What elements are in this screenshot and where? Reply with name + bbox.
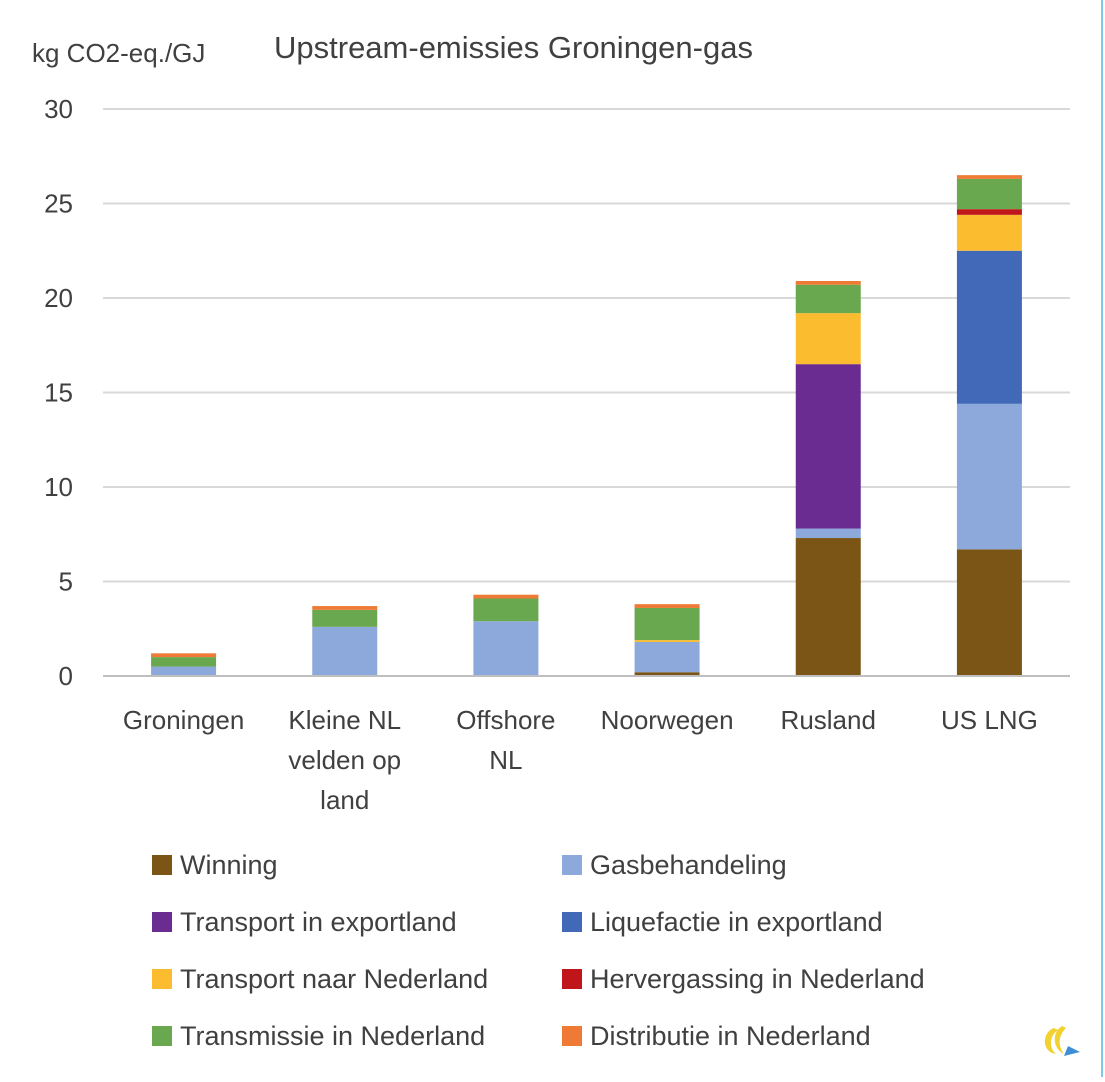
bar-segment xyxy=(473,598,539,622)
x-category-label: Noorwegen xyxy=(601,705,734,735)
bar-segment xyxy=(634,604,700,608)
bar-segment xyxy=(151,657,217,667)
x-category-label: Groningen xyxy=(123,705,244,735)
legend-swatch xyxy=(562,912,582,932)
legend-item: Transport naar Nederland xyxy=(152,964,488,994)
legend-swatch xyxy=(562,969,582,989)
legend-label: Gasbehandeling xyxy=(590,850,787,880)
legend-item: Liquefactie in exportland xyxy=(562,907,883,937)
bar-segment xyxy=(312,626,378,676)
bar-segment xyxy=(634,641,700,673)
x-category-label: US LNG xyxy=(941,705,1038,735)
gridlines xyxy=(103,108,1070,583)
bar-segment xyxy=(634,607,700,641)
legend-item: Transport in exportland xyxy=(152,907,457,937)
legend-label: Transport in exportland xyxy=(180,907,457,937)
legend-label: Transport naar Nederland xyxy=(180,964,488,994)
legend-item: Transmissie in Nederland xyxy=(152,1021,485,1051)
x-category-label: Kleine NL velden op land xyxy=(288,705,401,815)
legend-item: Hervergassing in Nederland xyxy=(562,964,925,994)
y-tick-label: 15 xyxy=(44,378,73,408)
bar-segment xyxy=(956,209,1022,215)
chart-title: Upstream-emissies Groningen-gas xyxy=(274,30,753,65)
legend-swatch xyxy=(152,855,172,875)
bar-segment xyxy=(795,364,861,529)
x-category-label: Offshore NL xyxy=(456,705,555,775)
bar-segment xyxy=(956,549,1022,676)
bar-segment xyxy=(956,178,1022,210)
right-border-accent xyxy=(1101,0,1103,1077)
legend: Winning Gasbehandeling Transport in export… xyxy=(152,850,925,1051)
bar-segment xyxy=(795,284,861,314)
bar-segment xyxy=(795,538,861,676)
y-tick-label: 25 xyxy=(44,189,73,219)
bar-segment xyxy=(473,594,539,599)
y-axis-ticks: 0 5 10 15 20 25 30 xyxy=(44,94,73,691)
x-axis-categories: Groningen Kleine NL velden op land Offshore N… xyxy=(123,705,1038,815)
y-tick-label: 20 xyxy=(44,283,73,313)
bar-segment xyxy=(956,403,1022,550)
bar-segment xyxy=(634,640,700,642)
y-tick-label: 5 xyxy=(59,567,73,597)
bar-segment xyxy=(956,250,1022,404)
bar-segment xyxy=(151,666,217,676)
legend-swatch xyxy=(562,855,582,875)
bar-segment xyxy=(795,313,861,365)
bar-segment xyxy=(151,653,217,658)
y-axis-label: kg CO2-eq./GJ xyxy=(32,38,205,68)
y-tick-label: 30 xyxy=(44,94,73,124)
legend-swatch xyxy=(152,1026,172,1046)
legend-item: Distributie in Nederland xyxy=(562,1021,871,1051)
y-tick-label: 10 xyxy=(44,472,73,502)
legend-swatch xyxy=(152,969,172,989)
brand-logo-icon xyxy=(1044,1026,1080,1056)
legend-swatch xyxy=(152,912,172,932)
y-tick-label: 0 xyxy=(59,661,73,691)
bar-segment xyxy=(795,528,861,539)
legend-swatch xyxy=(562,1026,582,1046)
x-category-label: Rusland xyxy=(781,705,876,735)
bar-segment xyxy=(956,175,1022,179)
bar-segment xyxy=(956,214,1022,251)
legend-label: Winning xyxy=(180,850,278,880)
legend-item: Gasbehandeling xyxy=(562,850,787,880)
legend-label: Distributie in Nederland xyxy=(590,1021,871,1051)
legend-label: Hervergassing in Nederland xyxy=(590,964,925,994)
legend-label: Liquefactie in exportland xyxy=(590,907,883,937)
legend-label: Transmissie in Nederland xyxy=(180,1021,485,1051)
legend-item: Winning xyxy=(152,850,278,880)
bar-segment xyxy=(312,609,378,627)
bar-segment xyxy=(634,672,700,676)
bar-segment xyxy=(795,280,861,285)
bar-segment xyxy=(473,621,539,676)
bar-segment xyxy=(312,606,378,610)
bars xyxy=(151,175,1022,676)
